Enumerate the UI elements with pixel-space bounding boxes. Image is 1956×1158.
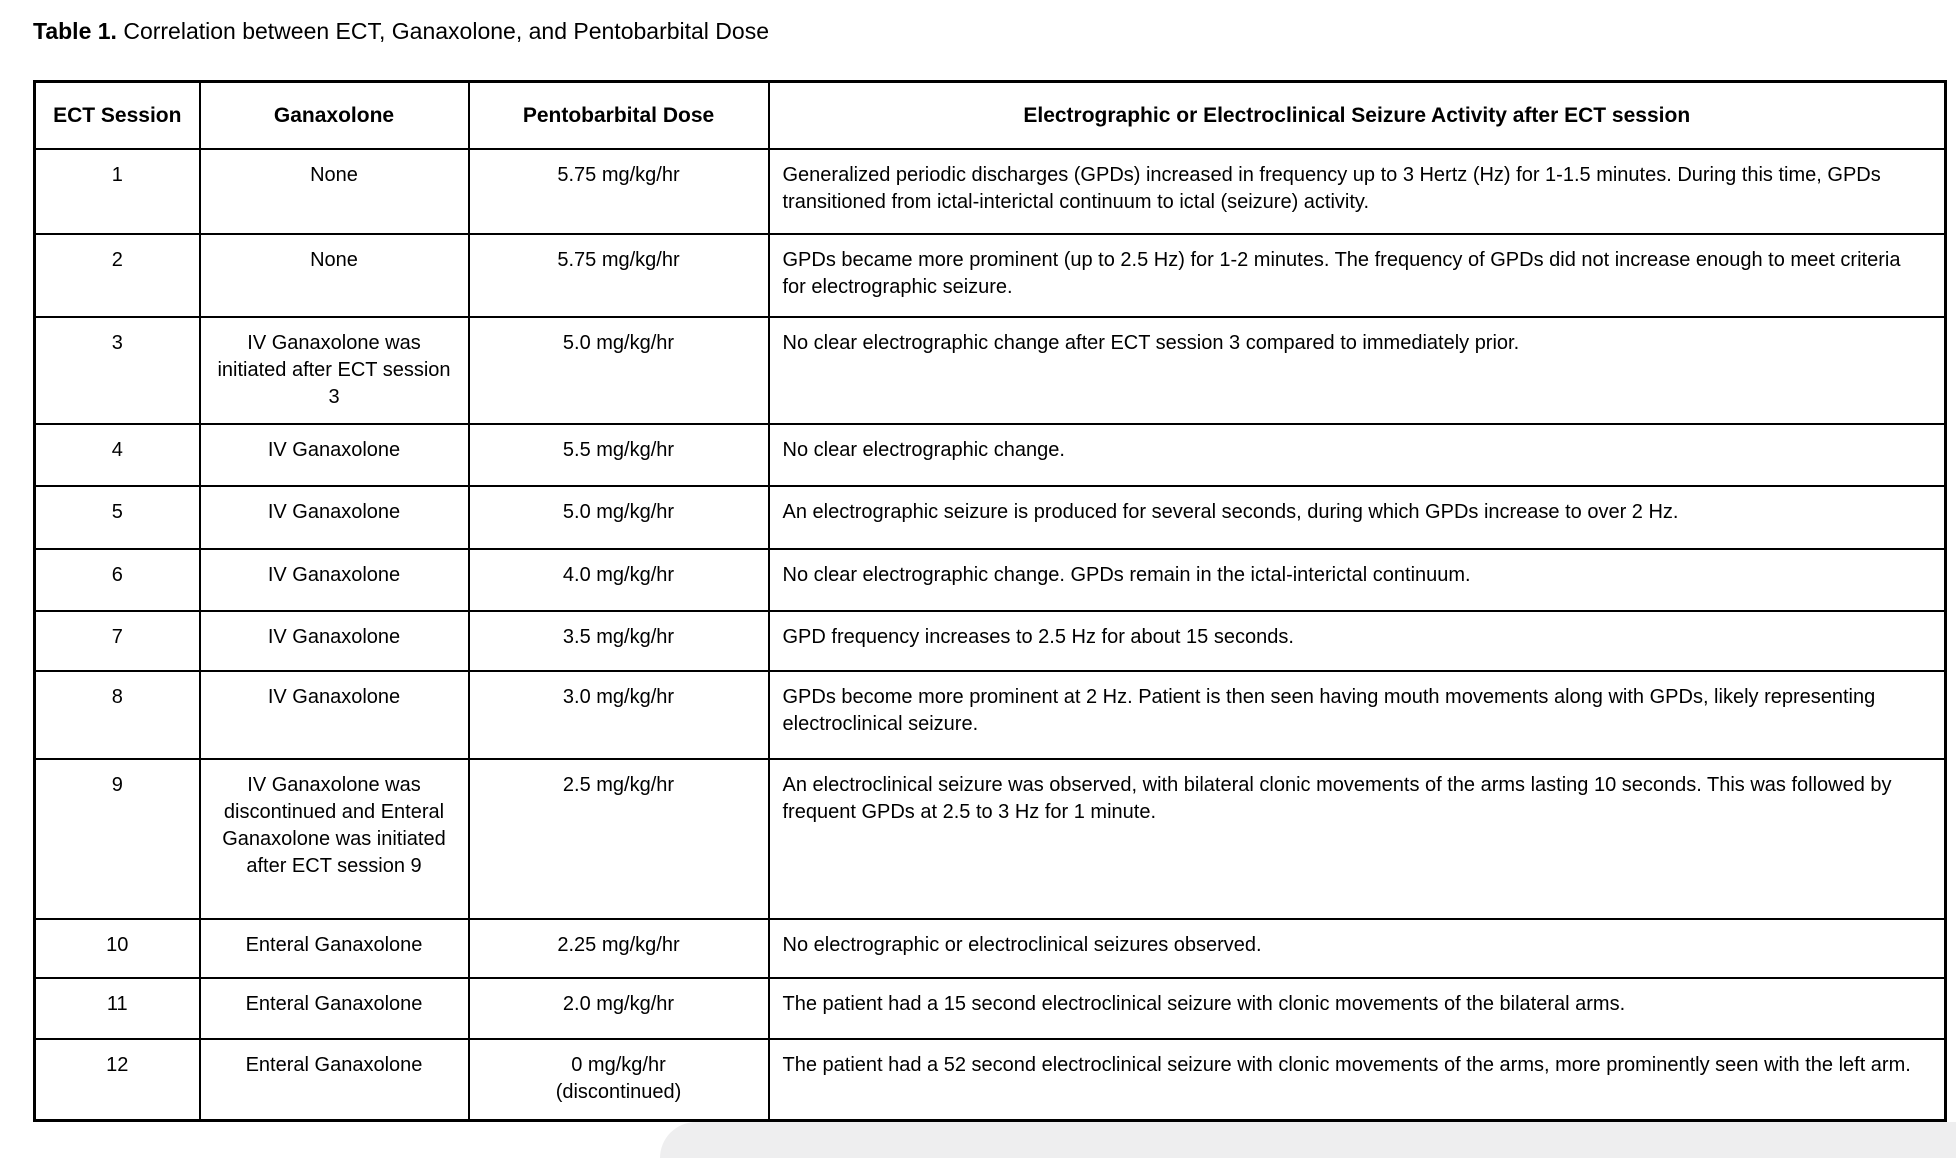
dose-cell: 5.75 mg/kg/hr — [467, 147, 770, 235]
ganaxolone-cell: None — [198, 147, 470, 235]
header-pentobarbital-dose: Pentobarbital Dose — [467, 80, 770, 150]
ect-session-cell: 11 — [33, 976, 201, 1040]
ganaxolone-cell: Enteral Ganaxolone — [198, 917, 470, 979]
table-row: 3 IV Ganaxolone was initiated after ECT … — [33, 315, 1947, 425]
correlation-table: ECT Session Ganaxolone Pentobarbital Dos… — [33, 80, 1947, 1122]
ect-session-cell: 8 — [33, 669, 201, 760]
ect-session-cell: 2 — [33, 232, 201, 318]
ect-session-cell: 7 — [33, 609, 201, 672]
table-row: 11 Enteral Ganaxolone 2.0 mg/kg/hr The p… — [33, 976, 1947, 1040]
dose-cell: 5.0 mg/kg/hr — [467, 484, 770, 550]
table-row: 5 IV Ganaxolone 5.0 mg/kg/hr An electrog… — [33, 484, 1947, 550]
dose-cell: 3.5 mg/kg/hr — [467, 609, 770, 672]
activity-cell: No clear electrographic change. GPDs rem… — [767, 547, 1947, 612]
table-row: 12 Enteral Ganaxolone 0 mg/kg/hr (discon… — [33, 1037, 1947, 1122]
activity-cell: The patient had a 15 second electroclini… — [767, 976, 1947, 1040]
table-row: 2 None 5.75 mg/kg/hr GPDs became more pr… — [33, 232, 1947, 318]
activity-cell: GPDs became more prominent (up to 2.5 Hz… — [767, 232, 1947, 318]
header-ect-session: ECT Session — [33, 80, 201, 150]
table-row: 8 IV Ganaxolone 3.0 mg/kg/hr GPDs become… — [33, 669, 1947, 760]
activity-cell: Generalized periodic discharges (GPDs) i… — [767, 147, 1947, 235]
table-row: 7 IV Ganaxolone 3.5 mg/kg/hr GPD frequen… — [33, 609, 1947, 672]
ganaxolone-cell: IV Ganaxolone was initiated after ECT se… — [198, 315, 470, 425]
activity-cell: No electrographic or electroclinical sei… — [767, 917, 1947, 979]
window-bottom-edge — [660, 1122, 1956, 1158]
dose-cell: 4.0 mg/kg/hr — [467, 547, 770, 612]
dose-cell: 0 mg/kg/hr (discontinued) — [467, 1037, 770, 1122]
ect-session-cell: 6 — [33, 547, 201, 612]
dose-cell: 2.25 mg/kg/hr — [467, 917, 770, 979]
ganaxolone-cell: Enteral Ganaxolone — [198, 976, 470, 1040]
ect-session-cell: 5 — [33, 484, 201, 550]
ganaxolone-cell: IV Ganaxolone — [198, 422, 470, 487]
ect-session-cell: 4 — [33, 422, 201, 487]
ect-session-cell: 1 — [33, 147, 201, 235]
activity-cell: An electroclinical seizure was observed,… — [767, 757, 1947, 920]
table-title-label: Table 1. — [33, 18, 117, 44]
table-row: 6 IV Ganaxolone 4.0 mg/kg/hr No clear el… — [33, 547, 1947, 612]
header-seizure-activity: Electrographic or Electroclinical Seizur… — [767, 80, 1947, 150]
ect-session-cell: 9 — [33, 757, 201, 920]
ganaxolone-cell: IV Ganaxolone — [198, 484, 470, 550]
dose-cell: 5.0 mg/kg/hr — [467, 315, 770, 425]
activity-cell: GPD frequency increases to 2.5 Hz for ab… — [767, 609, 1947, 672]
ganaxolone-cell: IV Ganaxolone was discontinued and Enter… — [198, 757, 470, 920]
dose-cell: 5.5 mg/kg/hr — [467, 422, 770, 487]
ganaxolone-cell: None — [198, 232, 470, 318]
dose-cell: 3.0 mg/kg/hr — [467, 669, 770, 760]
activity-cell: An electrographic seizure is produced fo… — [767, 484, 1947, 550]
table-row: 9 IV Ganaxolone was discontinued and Ent… — [33, 757, 1947, 920]
dose-cell: 5.75 mg/kg/hr — [467, 232, 770, 318]
ganaxolone-cell: IV Ganaxolone — [198, 609, 470, 672]
dose-cell: 2.5 mg/kg/hr — [467, 757, 770, 920]
ganaxolone-cell: IV Ganaxolone — [198, 669, 470, 760]
table-title: Table 1. Correlation between ECT, Ganaxo… — [33, 16, 769, 46]
activity-cell: No clear electrographic change. — [767, 422, 1947, 487]
activity-cell: The patient had a 52 second electroclini… — [767, 1037, 1947, 1122]
ect-session-cell: 12 — [33, 1037, 201, 1122]
table-row: 4 IV Ganaxolone 5.5 mg/kg/hr No clear el… — [33, 422, 1947, 487]
ganaxolone-cell: Enteral Ganaxolone — [198, 1037, 470, 1122]
activity-cell: No clear electrographic change after ECT… — [767, 315, 1947, 425]
table-row: 10 Enteral Ganaxolone 2.25 mg/kg/hr No e… — [33, 917, 1947, 979]
ect-session-cell: 10 — [33, 917, 201, 979]
table-title-text: Correlation between ECT, Ganaxolone, and… — [116, 18, 770, 44]
dose-cell: 2.0 mg/kg/hr — [467, 976, 770, 1040]
table-row: 1 None 5.75 mg/kg/hr Generalized periodi… — [33, 147, 1947, 235]
activity-cell: GPDs become more prominent at 2 Hz. Pati… — [767, 669, 1947, 760]
ganaxolone-cell: IV Ganaxolone — [198, 547, 470, 612]
table-header-row: ECT Session Ganaxolone Pentobarbital Dos… — [33, 80, 1947, 150]
header-ganaxolone: Ganaxolone — [198, 80, 470, 150]
ect-session-cell: 3 — [33, 315, 201, 425]
